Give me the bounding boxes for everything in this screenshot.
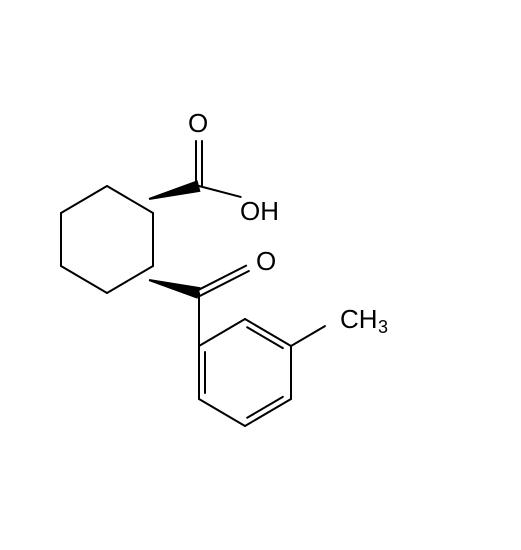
atom-label-oxygen: O [256, 246, 276, 276]
wedge-bond [149, 279, 201, 299]
bond-line [61, 266, 107, 293]
bond-line [198, 266, 247, 291]
atom-label-methyl: CH [340, 304, 378, 334]
bond-line [291, 326, 325, 346]
bond-line [245, 319, 291, 346]
bond-line [107, 266, 153, 293]
bond-line [107, 186, 153, 213]
bond-line [199, 319, 245, 346]
bond-line [199, 186, 241, 197]
atom-label-hydroxyl: OH [240, 196, 279, 226]
bond-line [199, 399, 245, 426]
atom-label-oxygen: O [188, 108, 208, 138]
bond-line [61, 186, 107, 213]
bond-line [200, 271, 249, 296]
bond-line [245, 399, 291, 426]
atom-label-methyl-sub: 3 [378, 317, 388, 337]
wedge-bond [149, 180, 201, 200]
